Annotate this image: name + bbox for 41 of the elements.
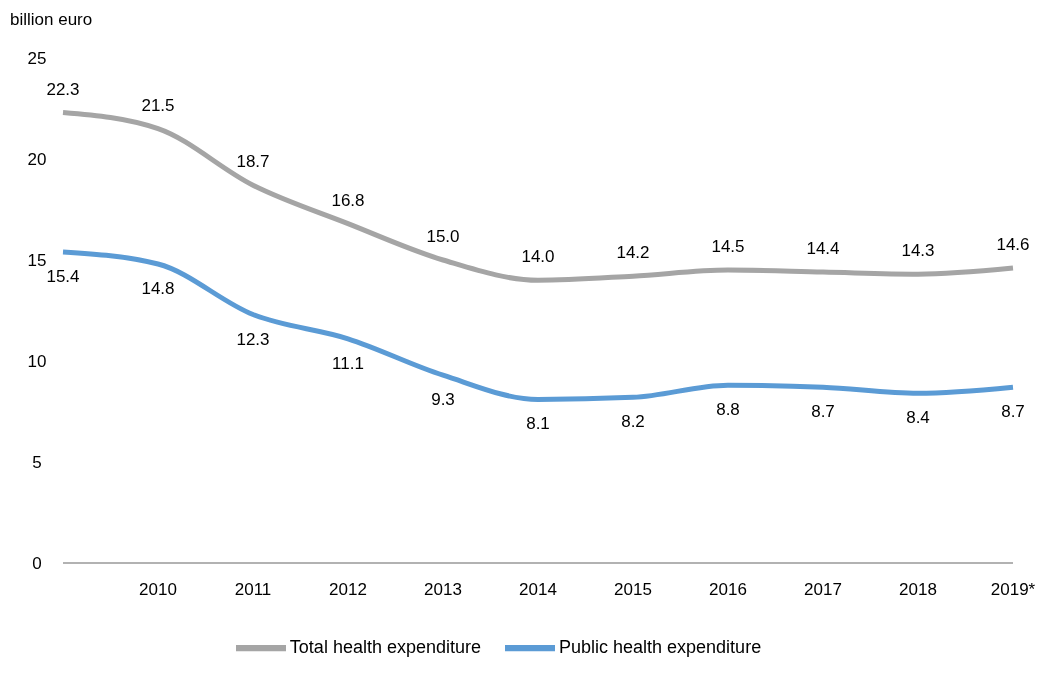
data-label: 8.7: [1001, 402, 1025, 422]
data-label: 14.3: [901, 241, 935, 261]
y-tick-label: 15: [27, 251, 47, 271]
data-label: 21.5: [141, 95, 175, 115]
data-label: 14.0: [521, 247, 555, 267]
x-tick-label: 2011: [234, 580, 272, 600]
data-label: 8.8: [716, 400, 740, 420]
data-label: 14.4: [806, 239, 840, 259]
x-tick-label: 2014: [519, 580, 557, 600]
x-tick-label: 2013: [424, 580, 462, 600]
data-label: 8.1: [526, 414, 550, 434]
x-tick-label: 2017: [804, 580, 842, 600]
data-label: 8.2: [621, 412, 645, 432]
data-label: 16.8: [331, 190, 365, 210]
y-tick-label: 0: [32, 554, 42, 574]
y-axis-title: billion euro: [10, 10, 93, 30]
data-label: 14.6: [996, 235, 1030, 255]
x-tick-label: 2016: [709, 580, 747, 600]
x-tick-label: 2010: [139, 580, 177, 600]
x-tick-label: 2012: [329, 580, 367, 600]
legend-label: Public health expenditure: [559, 636, 762, 657]
data-label: 8.4: [906, 408, 930, 428]
legend-label: Total health expenditure: [289, 636, 481, 657]
x-tick-label: 2018: [899, 580, 937, 600]
x-tick-label: 2015: [614, 580, 652, 600]
y-tick-label: 25: [27, 49, 47, 69]
data-label: 14.2: [616, 243, 650, 263]
data-label: 11.1: [332, 353, 364, 373]
y-tick-label: 20: [27, 150, 47, 170]
y-tick-label: 10: [27, 352, 47, 372]
data-label: 14.8: [141, 279, 175, 299]
y-tick-label: 5: [32, 453, 42, 473]
data-label: 18.7: [236, 152, 270, 172]
data-label: 22.3: [46, 79, 80, 99]
data-label: 15.4: [46, 266, 80, 286]
data-label: 12.3: [236, 329, 270, 349]
data-label: 8.7: [811, 402, 835, 422]
data-label: 14.5: [711, 237, 745, 257]
data-label: 9.3: [431, 390, 455, 410]
x-tick-label: 2019*: [990, 580, 1036, 600]
data-label: 15.0: [426, 227, 460, 246]
